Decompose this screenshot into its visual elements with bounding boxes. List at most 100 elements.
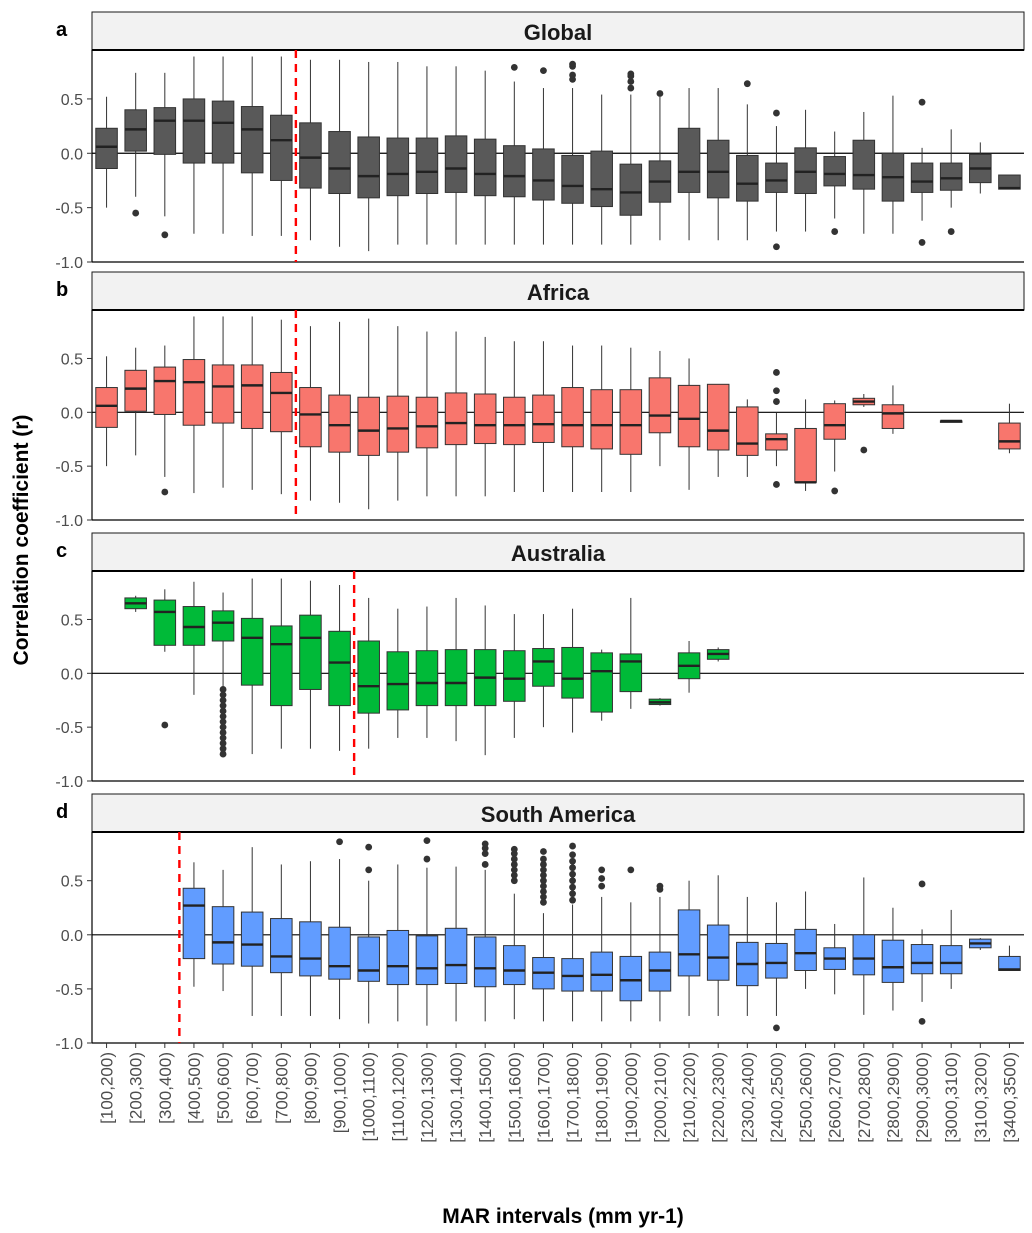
box-iqr [619, 653, 643, 693]
box-[2300,2400) [736, 896, 759, 1016]
box-[2200,2300) [706, 383, 730, 477]
outlier-point [569, 851, 576, 859]
box-iqr [299, 614, 322, 690]
outlier-point [540, 855, 547, 863]
panel-d: South America d 0.5 0.0 -0.5 -1.0 [100,200) [20… [55, 793, 1025, 1143]
outlier-point [219, 707, 227, 715]
panel-letter: c [56, 540, 67, 562]
box-[1500,1600) [503, 341, 526, 492]
outlier-point [947, 228, 955, 235]
box-iqr [299, 122, 322, 189]
box-[500,600) [211, 56, 235, 234]
box-iqr [357, 936, 380, 982]
box-[2200,2300) [706, 875, 730, 1016]
panel-title: South America [481, 802, 636, 827]
box-iqr [211, 364, 235, 424]
outlier-point [569, 896, 576, 904]
outlier-point [773, 1024, 780, 1032]
outlier-point [423, 837, 431, 845]
x-tick-label: [3400,3500) [1000, 1052, 1019, 1143]
box-iqr [415, 650, 439, 707]
box-[1100,1200) [386, 326, 410, 501]
outlier-point [219, 691, 227, 699]
box-iqr [677, 909, 701, 977]
box-[2700,2800) [852, 111, 876, 234]
x-tick-label: [600,700) [243, 1052, 262, 1124]
box-[400,500) [182, 862, 206, 987]
box-[1400,1500) [473, 336, 497, 497]
box-iqr [619, 389, 643, 455]
box-iqr [95, 387, 118, 428]
outlier-point [510, 866, 518, 874]
box-iqr [532, 148, 555, 201]
outlier-point [627, 866, 635, 874]
box-iqr [561, 154, 584, 204]
outlier-point [540, 877, 547, 885]
box-[400,500) [182, 56, 206, 234]
box-[3000,3100) [939, 909, 963, 989]
box-[1200,1300) [415, 331, 439, 497]
box-[1600,1700) [532, 614, 555, 728]
box-[1000,1100) [357, 61, 380, 252]
box-[2000,2100) [648, 882, 672, 1022]
outlier-point [365, 866, 373, 874]
box-[2200,2300) [706, 88, 730, 241]
outlier-point [219, 723, 227, 731]
box-iqr [765, 162, 788, 193]
box-iqr [240, 364, 264, 429]
box-[3400,3500) [998, 174, 1021, 190]
x-tick-label: [2400,2500) [767, 1052, 786, 1143]
outlier-point [773, 481, 780, 488]
outlier-point [569, 864, 576, 872]
box-iqr [736, 406, 759, 456]
box-[1500,1600) [503, 845, 526, 1020]
box-iqr [211, 906, 235, 965]
outlier-point [540, 882, 547, 890]
box-[600,700) [240, 578, 264, 755]
outlier-point [540, 861, 547, 868]
outlier-point [481, 850, 489, 858]
box-[1500,1600) [503, 614, 526, 738]
box-iqr [270, 918, 293, 974]
outlier-point [540, 893, 547, 901]
outlier-point [773, 109, 780, 117]
box-[2000,2100) [648, 350, 672, 467]
x-tick-label: [1400,1500) [476, 1052, 495, 1143]
outlier-point [423, 855, 431, 863]
box-iqr [415, 935, 439, 986]
x-tick-label: [200,300) [127, 1052, 146, 1124]
outlier-point [831, 228, 839, 235]
x-tick-label: [100,200) [98, 1052, 117, 1124]
box-iqr [328, 394, 351, 453]
box-[1900,2000) [619, 597, 643, 709]
box-[1700,1800) [561, 842, 584, 1022]
box-[900,1000) [328, 59, 351, 247]
outlier-point [918, 880, 926, 888]
x-tick-label: [2500,2600) [797, 1052, 816, 1143]
box-[2500,2600) [794, 399, 817, 491]
outlier-point [510, 63, 518, 71]
x-tick-label: [1800,1900) [593, 1052, 612, 1143]
x-tick-label: [700,800) [272, 1052, 291, 1124]
x-tick-label: [1700,1800) [564, 1052, 583, 1143]
outlier-point [510, 871, 518, 879]
outlier-point [481, 861, 489, 868]
x-axis-title: MAR intervals (mm yr-1) [442, 1205, 684, 1228]
outlier-point [773, 398, 780, 405]
box-[1800,1900) [590, 345, 613, 492]
x-tick-label: [3100,3200) [971, 1052, 990, 1143]
box-iqr [910, 162, 934, 193]
box-iqr [677, 384, 701, 448]
box-iqr [328, 131, 351, 195]
outlier-point [510, 855, 518, 863]
outlier-point [540, 848, 547, 855]
box-[2400,2500) [765, 109, 788, 251]
box-iqr [706, 924, 730, 981]
box-[2100,2200) [677, 880, 701, 1016]
box-iqr [823, 403, 846, 440]
box-[500,600) [211, 869, 235, 992]
outlier-point [219, 718, 227, 726]
x-tick-label: [1500,1600) [505, 1052, 524, 1143]
box-[1100,1200) [386, 61, 410, 245]
x-tick-label: [500,600) [214, 1052, 233, 1124]
